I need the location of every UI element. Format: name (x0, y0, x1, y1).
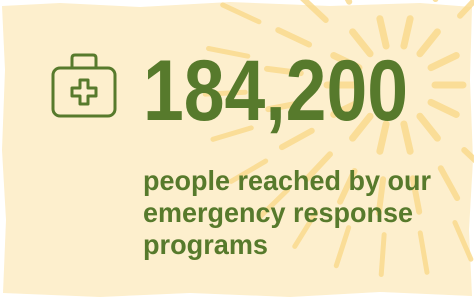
caption-line: emergency response (143, 197, 413, 228)
stat-card: 184,200 people reached by our emergency … (0, 0, 474, 299)
sun-ray (333, 0, 349, 2)
page: 184,200 people reached by our emergency … (0, 0, 474, 299)
caption-line: people reached by our (143, 165, 431, 196)
caption-line: programs (143, 229, 268, 260)
sun-ray (381, 235, 384, 275)
stat-value: 184,200 (143, 43, 408, 139)
